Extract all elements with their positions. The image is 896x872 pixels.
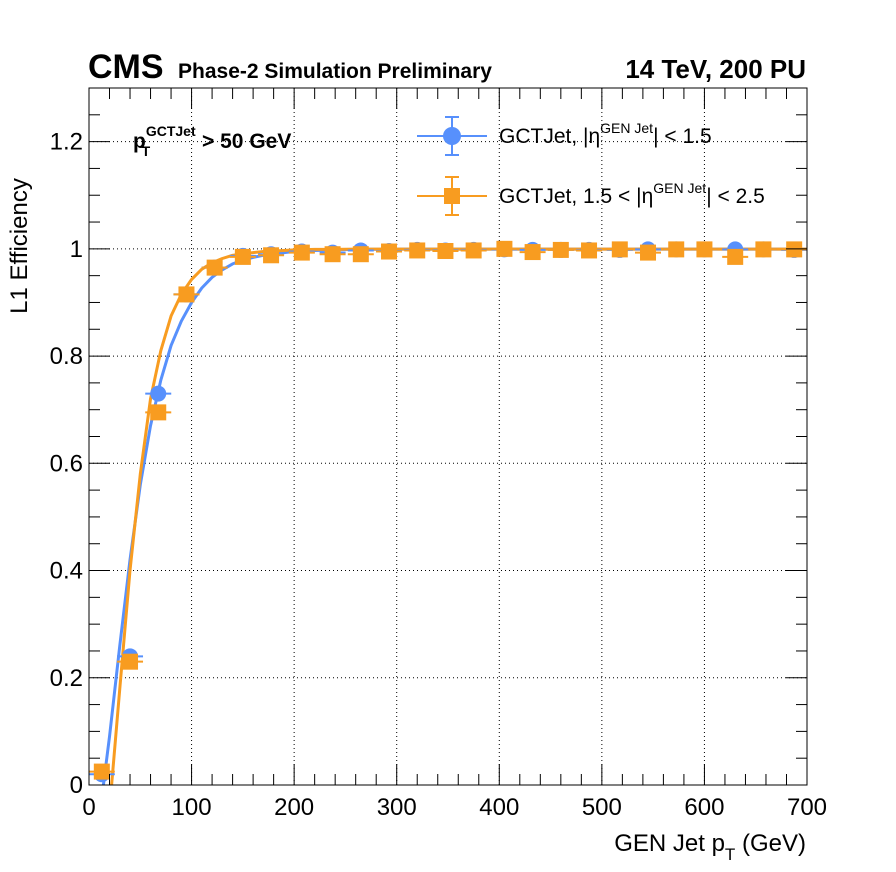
y-tick-label: 1.2 bbox=[50, 129, 83, 156]
data-point bbox=[750, 241, 777, 258]
data-point bbox=[288, 244, 315, 261]
data-point bbox=[201, 259, 228, 276]
legend-label-central: GCTJet, |ηGEN Jet| < 1.5 bbox=[499, 120, 712, 148]
x-tick-label: 0 bbox=[82, 794, 95, 821]
grid bbox=[89, 88, 807, 785]
data-point bbox=[117, 653, 144, 670]
x-tick-label: 600 bbox=[684, 794, 724, 821]
legend-entry-forward: GCTJet, 1.5 < |ηGEN Jet| < 2.5 bbox=[417, 176, 765, 216]
data-point bbox=[635, 244, 662, 261]
y-axis-title: L1 Efficiency bbox=[6, 178, 33, 314]
data-point bbox=[173, 286, 200, 303]
data-point bbox=[663, 241, 690, 258]
header-subtitle: Phase-2 Simulation Preliminary bbox=[178, 60, 492, 83]
data-point bbox=[404, 242, 431, 259]
data-point bbox=[432, 242, 459, 259]
series-1-points bbox=[88, 240, 808, 780]
header-energy: 14 TeV, 200 PU bbox=[625, 54, 806, 84]
data-point bbox=[376, 243, 403, 260]
x-tick-label: 500 bbox=[582, 794, 622, 821]
data-point bbox=[145, 404, 172, 421]
data-point bbox=[606, 241, 633, 258]
x-tick-label: 400 bbox=[479, 794, 519, 821]
data-point bbox=[347, 246, 374, 263]
legend-square-marker bbox=[444, 188, 460, 204]
cms-label: CMS bbox=[88, 48, 164, 86]
x-tick-label: 700 bbox=[787, 794, 827, 821]
data-point bbox=[258, 247, 285, 264]
legend-circle-marker bbox=[443, 127, 461, 145]
legend-entry-central: GCTJet, |ηGEN Jet| < 1.5 bbox=[417, 116, 712, 156]
y-tick-label: 0.8 bbox=[50, 343, 83, 370]
x-tick-label: 300 bbox=[377, 794, 417, 821]
data-point bbox=[547, 241, 574, 258]
y-tick-label: 0.6 bbox=[50, 450, 83, 477]
axis-ticks bbox=[88, 88, 808, 786]
x-tick-label: 100 bbox=[172, 794, 212, 821]
data-point bbox=[576, 242, 603, 259]
legend-label-forward: GCTJet, 1.5 < |ηGEN Jet| < 2.5 bbox=[499, 180, 765, 208]
data-point bbox=[319, 246, 346, 263]
pt-threshold-annotation: pGCTJet T > 50 GeV bbox=[133, 123, 291, 159]
tick-labels: 0 100 200 300 400 500 600 700 0 0.2 0.4 0.6 0.8 1 1.2 bbox=[50, 129, 827, 821]
x-axis-title: GEN Jet pT (GeV) bbox=[614, 830, 806, 864]
data-point bbox=[781, 241, 808, 258]
legend: GCTJet, |ηGEN Jet| < 1.5 GCTJet, 1.5 < |… bbox=[417, 116, 765, 216]
y-tick-label: 1 bbox=[70, 236, 83, 263]
data-point bbox=[460, 242, 487, 259]
y-tick-label: 0.4 bbox=[50, 558, 83, 585]
data-point bbox=[519, 244, 546, 261]
data-points bbox=[88, 240, 808, 783]
y-tick-label: 0 bbox=[70, 772, 83, 799]
data-point bbox=[145, 385, 172, 402]
data-point bbox=[229, 248, 256, 265]
data-point bbox=[722, 248, 749, 265]
x-tick-label: 200 bbox=[274, 794, 314, 821]
data-point bbox=[691, 241, 718, 258]
data-point bbox=[491, 240, 518, 257]
data-point bbox=[88, 763, 115, 780]
y-tick-label: 0.2 bbox=[50, 665, 83, 692]
